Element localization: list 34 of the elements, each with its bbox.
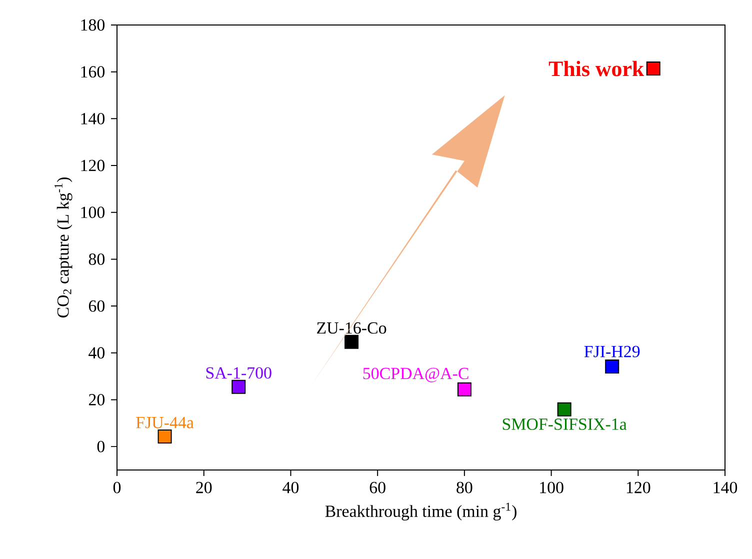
x-tick-label: 120 (626, 482, 650, 494)
x-tick-label: 100 (540, 482, 564, 494)
y-tick-label: 180 (81, 19, 105, 31)
x-tick-label: 140 (714, 482, 738, 494)
x-axis-title: Breakthrough time (min g$^{-1}$) (325, 502, 516, 520)
series-label: FJU-44a (136, 416, 194, 428)
y-tick-label: 140 (81, 112, 105, 124)
point (344, 334, 359, 349)
point (232, 380, 246, 394)
y-tick-label: 40 (88, 347, 105, 359)
y-tick-label: 80 (88, 253, 105, 265)
y-tick-label: 100 (81, 206, 105, 218)
x-tick-label: 0 (113, 482, 121, 494)
x-tick-label: 60 (370, 482, 386, 494)
series-label: ZU-16-Co (317, 322, 386, 334)
y-tick-label: 120 (81, 160, 105, 172)
point (557, 402, 572, 416)
x-tick-label: 20 (196, 482, 212, 494)
series-label: This work (548, 60, 644, 76)
series-label: FJI-H29 (584, 346, 640, 358)
series-label: SA-1-700 (206, 367, 272, 379)
y-axis-title: CO$_{2}$ capture (L kg$^{-1}$) (54, 178, 72, 318)
y-tick-label: 0 (97, 440, 105, 452)
point (646, 62, 660, 76)
point (158, 429, 172, 444)
y-tick-label: 160 (81, 66, 105, 78)
series-label: SMOF-SIFSIX-1a (502, 418, 627, 430)
series-label: 50CPDA@A-C (363, 368, 468, 382)
x-tick-label: 80 (456, 482, 472, 494)
y-tick-label: 20 (88, 394, 105, 406)
x-tick-label: 40 (282, 482, 299, 494)
point (457, 382, 472, 396)
point (605, 359, 620, 374)
y-tick-label: 60 (88, 300, 105, 312)
